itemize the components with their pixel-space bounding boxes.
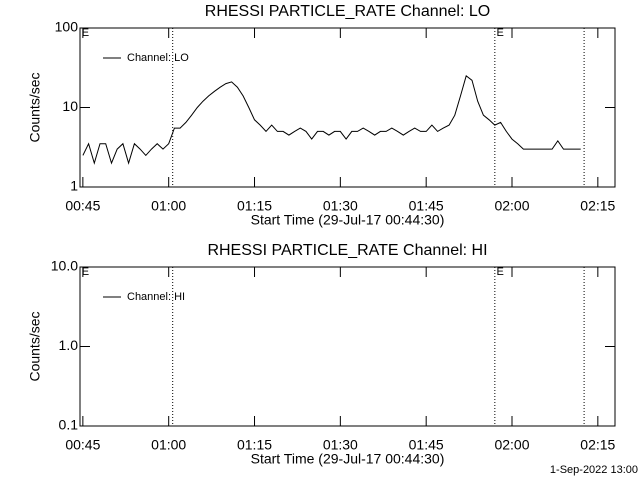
y-axis-title: Counts/sec bbox=[27, 311, 43, 381]
x-tick-label: 02:15 bbox=[580, 198, 615, 214]
y-tick-label: 1 bbox=[70, 178, 78, 194]
y-axis-title: Counts/sec bbox=[27, 72, 43, 142]
legend-label: Channel: LO bbox=[127, 52, 189, 64]
chart-title: RHESSI PARTICLE_RATE Channel: LO bbox=[205, 3, 490, 20]
x-tick-label: 02:15 bbox=[580, 437, 615, 453]
y-tick-label: 1.0 bbox=[59, 337, 79, 353]
legend-label: Channel: HI bbox=[127, 291, 185, 303]
x-tick-label: 01:45 bbox=[409, 198, 444, 214]
event-label: E bbox=[82, 27, 89, 39]
x-tick-label: 01:45 bbox=[409, 437, 444, 453]
x-tick-label: 00:45 bbox=[65, 437, 100, 453]
data-line bbox=[82, 75, 581, 165]
y-tick-label: 10.0 bbox=[51, 258, 78, 274]
x-tick-label: 02:00 bbox=[494, 437, 529, 453]
chart-title: RHESSI PARTICLE_RATE Channel: HI bbox=[207, 242, 487, 259]
y-tick-label: 100 bbox=[55, 19, 79, 35]
event-label: E bbox=[497, 27, 504, 39]
x-tick-label: 01:15 bbox=[237, 437, 272, 453]
x-tick-label: 00:45 bbox=[65, 198, 100, 214]
x-tick-label: 01:30 bbox=[323, 437, 358, 453]
footer: 1-Sep-2022 13:00 bbox=[550, 464, 638, 476]
x-tick-label: 01:15 bbox=[237, 198, 272, 214]
x-tick-label: 01:00 bbox=[151, 437, 186, 453]
x-axis-title: Start Time (29-Jul-17 00:44:30) bbox=[251, 451, 445, 467]
y-tick-label: 10 bbox=[62, 98, 78, 114]
y-tick-label: 0.1 bbox=[59, 417, 79, 433]
x-axis-title: Start Time (29-Jul-17 00:44:30) bbox=[251, 212, 445, 228]
event-label: E bbox=[497, 266, 504, 278]
x-tick-label: 01:30 bbox=[323, 198, 358, 214]
x-tick-label: 01:00 bbox=[151, 198, 186, 214]
x-tick-label: 02:00 bbox=[494, 198, 529, 214]
event-label: E bbox=[82, 266, 89, 278]
